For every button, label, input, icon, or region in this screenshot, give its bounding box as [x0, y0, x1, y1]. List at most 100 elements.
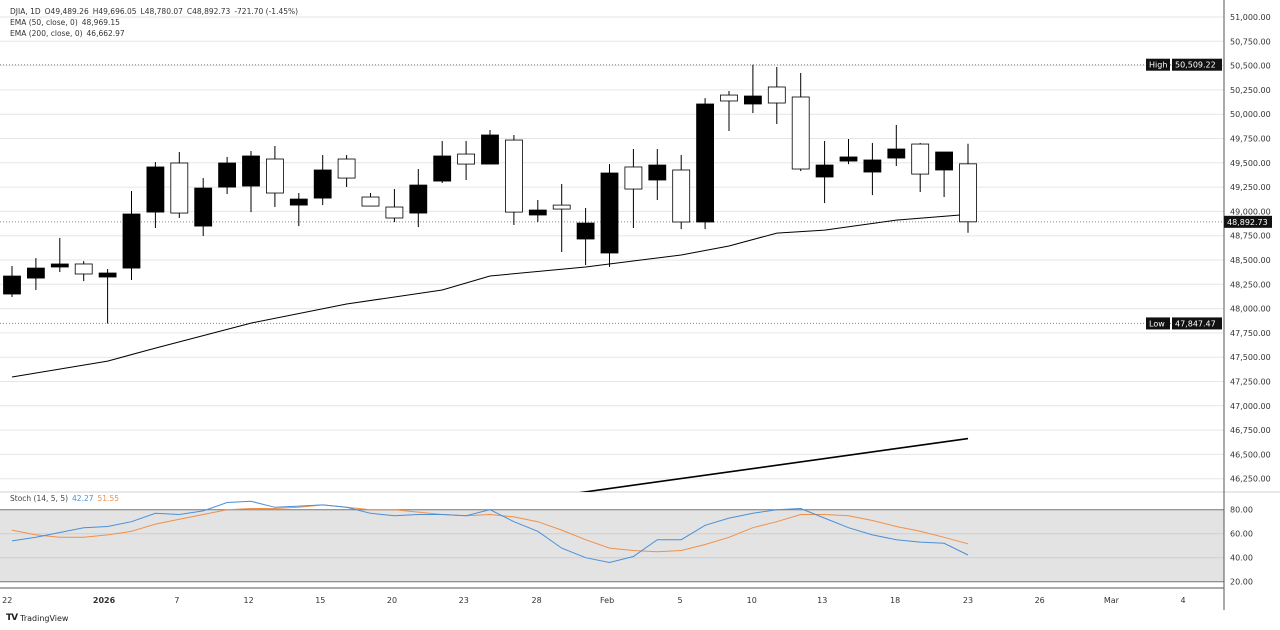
- stoch-k-value: 42.27: [72, 494, 94, 503]
- tradingview-brand[interactable]: TV TradingView: [6, 613, 68, 623]
- candle-body: [815, 164, 834, 178]
- time-axis-label: 23: [963, 596, 973, 605]
- candle-body: [433, 155, 452, 182]
- time-axis-label: 20: [387, 596, 397, 605]
- candle-body: [552, 204, 571, 210]
- candle-body: [337, 158, 356, 179]
- price-axis-label: 49,250.00: [1230, 183, 1271, 192]
- candle-body: [863, 159, 882, 173]
- ema50-legend: EMA (50, close, 0) 48,969.15: [10, 17, 124, 28]
- high-tag-bg: [1172, 58, 1222, 71]
- time-axis-label: 18: [890, 596, 900, 605]
- time-axis-label: 10: [747, 596, 757, 605]
- candle-body: [935, 151, 953, 171]
- time-axis-label: 26: [1035, 596, 1045, 605]
- candle-body: [313, 169, 332, 199]
- candle-body: [170, 162, 189, 214]
- candle-body: [911, 143, 930, 175]
- time-axis-label: 13: [817, 596, 827, 605]
- stoch-band: [0, 509, 1224, 582]
- time-axis-label: 23: [459, 596, 469, 605]
- candle-body: [504, 139, 523, 213]
- stoch-legend: Stoch (14, 5, 5) 42.27 51.55: [10, 494, 123, 503]
- last-price-tag-bg: [1224, 215, 1272, 228]
- candle-body: [50, 263, 69, 268]
- time-axis-label: 15: [315, 596, 325, 605]
- price-legend: DJIA, 1D O49,489.26 H49,696.05 L48,780.07 C4…: [10, 6, 302, 17]
- stoch-d-value: 51.55: [97, 494, 119, 503]
- candle-body: [887, 148, 906, 159]
- candle-body: [218, 162, 237, 188]
- candle-body: [146, 166, 165, 213]
- candle-body: [648, 164, 667, 181]
- price-axis-label: 50,750.00: [1230, 37, 1271, 46]
- candle-body: [767, 86, 786, 104]
- candle-body: [457, 153, 476, 165]
- stoch-k-line: [11, 500, 969, 564]
- low-tag-value: 47,847.47: [1175, 319, 1216, 328]
- low-tag-label-bg: [1146, 317, 1170, 330]
- time-axis-label: 22: [2, 596, 12, 605]
- price-axis-label: 46,250.00: [1230, 475, 1271, 484]
- candle-body: [74, 263, 93, 275]
- high-tag-label-bg: [1146, 58, 1170, 71]
- time-axis-label: 12: [244, 596, 254, 605]
- price-axis-label: 51,000.00: [1230, 13, 1271, 22]
- low-tag-label: Low: [1149, 319, 1165, 328]
- candle-body: [744, 95, 762, 105]
- time-axis-label: Feb: [600, 596, 614, 605]
- candle-body: [959, 163, 977, 223]
- price-axis-label: 47,500.00: [1230, 353, 1271, 362]
- candle-body: [265, 158, 284, 194]
- candle-body: [361, 196, 380, 207]
- legend-close: C48,892.73: [186, 7, 231, 16]
- price-axis-label: 50,500.00: [1230, 62, 1271, 71]
- stoch-axis-label: 60.00: [1230, 530, 1253, 539]
- ema50-line: [11, 213, 969, 378]
- stoch-d-line: [11, 504, 969, 553]
- candle-body: [289, 198, 308, 206]
- stoch-axis-label: 40.00: [1230, 554, 1253, 563]
- candle-body: [242, 155, 260, 187]
- legend-open: O49,489.26: [44, 7, 89, 16]
- price-axis-label: 48,000.00: [1230, 305, 1271, 314]
- price-axis-label: 50,000.00: [1230, 110, 1271, 119]
- time-axis-label: Mar: [1104, 596, 1120, 605]
- candle-body: [791, 96, 810, 170]
- price-axis-label: 49,500.00: [1230, 159, 1271, 168]
- legend-low: L48,780.07: [140, 7, 183, 16]
- stoch-axis-label: 20.00: [1230, 578, 1253, 587]
- candle-body: [576, 222, 595, 240]
- candle-body: [98, 272, 117, 278]
- candle-body: [839, 156, 858, 162]
- candle-body: [409, 184, 428, 214]
- candle-body: [672, 169, 691, 223]
- ema200-line: [578, 437, 969, 492]
- price-axis-label: 49,000.00: [1230, 207, 1271, 216]
- candle-body: [122, 213, 141, 269]
- stoch-label: Stoch (14, 5, 5): [10, 494, 69, 503]
- candle-body: [385, 206, 404, 219]
- candle-body: [696, 103, 714, 223]
- price-axis-label: 47,250.00: [1230, 378, 1271, 387]
- price-axis-label: 50,250.00: [1230, 86, 1271, 95]
- price-axis-label: 46,750.00: [1230, 426, 1271, 435]
- price-axis-label: 47,000.00: [1230, 402, 1271, 411]
- candle-body: [720, 94, 738, 102]
- time-axis-label: 28: [532, 596, 542, 605]
- time-axis-label: 7: [174, 596, 179, 605]
- time-axis-label: 5: [677, 596, 682, 605]
- low-tag-bg: [1172, 317, 1222, 330]
- ema200-value: 46,662.97: [86, 29, 125, 38]
- tradingview-logo-icon: TV: [6, 613, 18, 623]
- candle-body: [194, 187, 213, 227]
- price-axis-label: 49,750.00: [1230, 135, 1271, 144]
- price-axis-label: 47,750.00: [1230, 329, 1271, 338]
- candle-body: [3, 275, 21, 295]
- candle-body: [26, 267, 45, 279]
- candle-body: [624, 166, 643, 190]
- brand-name: TradingView: [20, 613, 69, 623]
- candle-body: [528, 209, 547, 216]
- legend-symbol: DJIA, 1D: [10, 7, 41, 16]
